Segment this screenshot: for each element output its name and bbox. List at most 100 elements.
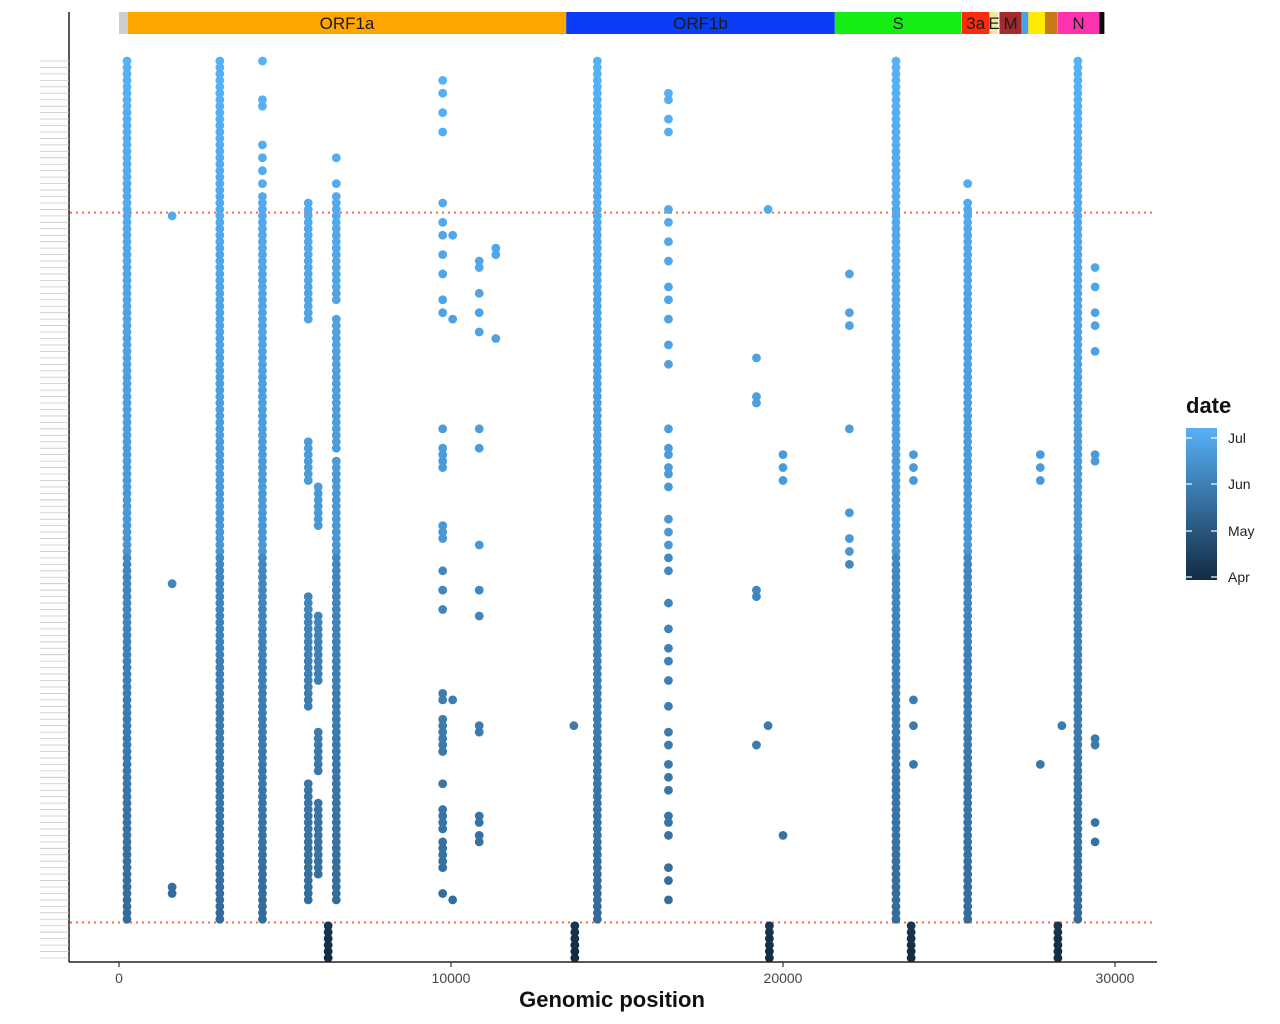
mutation-point xyxy=(664,811,673,821)
mutation-point xyxy=(331,424,341,434)
mutation-point xyxy=(891,301,901,311)
mutation-point xyxy=(303,889,313,898)
mutation-point xyxy=(891,521,901,531)
mutation-point xyxy=(1073,547,1083,556)
mutation-point xyxy=(122,282,132,292)
mutation-point xyxy=(592,637,602,647)
mutation-point xyxy=(122,243,132,253)
mutation-point xyxy=(592,437,602,447)
mutation-point xyxy=(448,895,458,905)
mutation-point xyxy=(258,353,267,363)
mutation-point xyxy=(303,656,313,666)
mutation-point xyxy=(215,895,225,905)
mutation-point xyxy=(474,540,484,550)
mutation-point xyxy=(438,695,448,705)
mutation-point xyxy=(331,792,341,802)
mutation-point xyxy=(752,740,761,750)
mutation-point xyxy=(1090,450,1100,460)
mutation-point xyxy=(331,650,341,660)
mutation-point xyxy=(258,192,267,201)
mutation-point xyxy=(906,934,916,944)
mutation-point xyxy=(1073,340,1083,350)
mutation-point xyxy=(331,192,341,201)
mutation-point xyxy=(963,792,973,802)
mutation-point xyxy=(258,224,267,234)
mutation-point xyxy=(592,701,602,711)
mutation-point xyxy=(303,456,313,466)
mutation-point xyxy=(258,469,267,479)
mutation-point xyxy=(963,366,973,376)
mutation-point xyxy=(122,140,132,150)
mutation-point xyxy=(215,663,225,673)
mutation-point xyxy=(331,534,341,543)
mutation-point xyxy=(891,637,901,647)
mutation-point xyxy=(122,205,132,214)
mutation-point xyxy=(592,179,602,189)
mutation-point xyxy=(592,676,602,685)
mutation-point xyxy=(215,592,225,602)
mutation-point xyxy=(1073,308,1083,318)
mutation-point xyxy=(122,559,132,569)
gene-segment xyxy=(119,12,128,34)
mutation-point xyxy=(122,417,132,427)
mutation-point xyxy=(122,572,132,582)
mutation-point xyxy=(963,837,973,847)
mutation-point xyxy=(1073,385,1083,395)
mutation-point xyxy=(1073,314,1083,324)
mutation-point xyxy=(215,166,225,176)
mutation-point xyxy=(1073,405,1083,414)
mutation-point xyxy=(331,392,341,401)
mutation-point xyxy=(331,379,341,389)
mutation-point xyxy=(752,398,761,408)
mutation-point xyxy=(891,405,901,414)
mutation-point xyxy=(1073,366,1083,376)
mutation-point xyxy=(963,689,973,698)
mutation-point xyxy=(331,327,341,337)
mutation-point xyxy=(122,650,132,660)
mutation-point xyxy=(258,540,267,550)
mutation-point xyxy=(258,547,267,556)
mutation-point xyxy=(331,566,341,576)
mutation-point xyxy=(891,721,901,731)
mutation-point xyxy=(258,243,267,253)
mutation-point xyxy=(122,82,132,92)
mutation-point xyxy=(258,701,267,711)
mutation-point xyxy=(963,592,973,602)
mutation-point xyxy=(891,127,901,137)
mutation-point xyxy=(438,747,448,756)
mutation-point xyxy=(1073,676,1083,685)
mutation-point xyxy=(122,224,132,234)
mutation-point xyxy=(215,88,225,98)
mutation-point xyxy=(891,108,901,118)
mutation-point xyxy=(752,585,761,595)
mutation-point xyxy=(592,669,602,679)
mutation-point xyxy=(215,798,225,808)
mutation-point xyxy=(122,269,132,279)
legend-label: Jun xyxy=(1228,476,1251,492)
mutation-point xyxy=(258,205,267,214)
mutation-point xyxy=(592,572,602,582)
mutation-point xyxy=(1073,901,1083,911)
mutation-point xyxy=(258,760,267,769)
mutation-point xyxy=(891,495,901,505)
mutation-point xyxy=(215,217,225,227)
gene-segment xyxy=(1022,12,1029,34)
legend: date Jul Jun May Apr xyxy=(1186,393,1254,585)
mutation-point xyxy=(1073,398,1083,408)
mutation-point xyxy=(592,140,602,150)
mutation-point xyxy=(664,772,673,782)
x-tick-label: 10000 xyxy=(432,970,471,986)
mutation-point xyxy=(592,747,602,756)
mutation-point xyxy=(592,534,602,543)
mutation-point xyxy=(963,785,973,795)
mutation-point xyxy=(891,772,901,782)
mutation-point xyxy=(569,721,579,731)
mutation-point xyxy=(331,869,341,879)
mutation-point xyxy=(258,269,267,279)
mutation-point xyxy=(592,172,602,182)
mutation-point xyxy=(891,346,901,356)
mutation-point xyxy=(1073,566,1083,576)
mutation-point xyxy=(215,450,225,460)
mutation-point xyxy=(592,276,602,285)
mutation-point xyxy=(592,114,602,124)
